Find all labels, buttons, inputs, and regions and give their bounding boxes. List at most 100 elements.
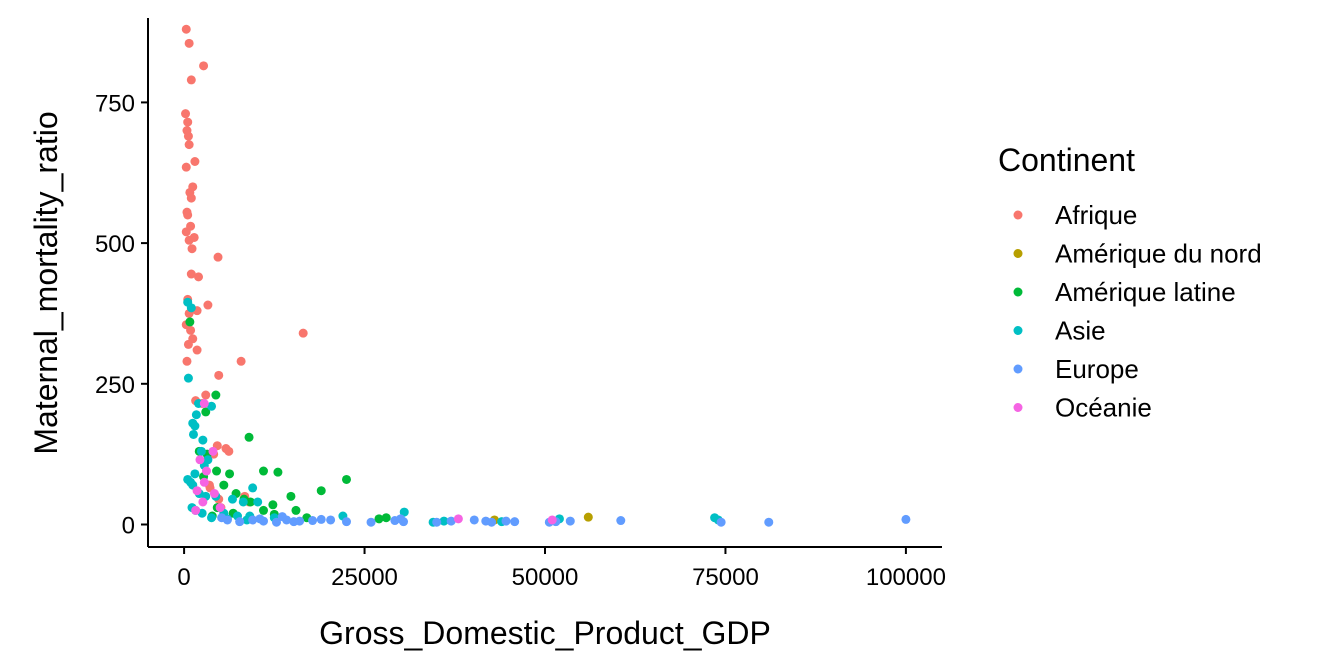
- series-3-point: [190, 421, 200, 431]
- series-0-point: [213, 252, 223, 262]
- series-0-point: [194, 272, 204, 282]
- series-0-point: [236, 356, 246, 366]
- series-0-point: [187, 244, 197, 254]
- series-5-point: [209, 489, 219, 499]
- series-0-point: [186, 75, 196, 85]
- series-3-point: [238, 497, 248, 507]
- legend-label: Afrique: [1055, 200, 1137, 230]
- series-4-point: [501, 516, 511, 526]
- series-2-point: [245, 497, 255, 507]
- legend-key: [1013, 287, 1023, 297]
- y-tick-label: 250: [95, 372, 135, 399]
- series-4-point: [248, 515, 258, 525]
- series-4-point: [282, 515, 292, 525]
- series-2-point: [291, 505, 301, 515]
- series-4-point: [901, 514, 911, 524]
- series-4-point: [764, 517, 774, 527]
- series-0-point: [183, 131, 193, 141]
- x-tick-label: 0: [177, 564, 190, 591]
- series-2-point: [374, 514, 384, 524]
- x-tick-label: 75000: [692, 564, 759, 591]
- series-2-point: [201, 407, 211, 417]
- legend-items: Afrique Amérique du nord Amérique latine As…: [1013, 200, 1262, 423]
- series-2-point: [212, 466, 222, 476]
- series-0-point: [221, 444, 231, 454]
- legend-key: [1013, 364, 1023, 374]
- legend-key: [1013, 326, 1023, 335]
- y-axis-title: Maternal_mortality_ratio: [28, 111, 64, 454]
- series-2-point: [211, 390, 221, 400]
- series-5-point: [198, 497, 208, 507]
- series-5-point: [192, 486, 202, 496]
- legend-title: Continent: [998, 142, 1135, 178]
- series-3-point: [198, 435, 208, 445]
- series-4-point: [565, 516, 575, 526]
- y-tick-label: 500: [95, 231, 135, 258]
- series-2-point: [225, 469, 235, 479]
- series-2-point: [244, 432, 254, 442]
- series-4-point: [271, 517, 281, 527]
- series-0-point: [203, 300, 213, 310]
- series-4-point: [326, 515, 336, 525]
- series-0-point: [186, 193, 196, 203]
- series-1-point: [583, 512, 593, 522]
- legend-label: Asie: [1055, 316, 1106, 346]
- series-4-point: [217, 513, 227, 523]
- series-4-point: [510, 517, 520, 527]
- series-4-point: [469, 515, 479, 525]
- series-2-point: [258, 505, 268, 515]
- series-0-point: [183, 210, 193, 220]
- series-5-point: [547, 515, 557, 525]
- series-3-point: [253, 497, 263, 507]
- legend-label: Europe: [1055, 354, 1139, 384]
- series-0-point: [181, 109, 191, 119]
- series-3-point: [196, 446, 206, 456]
- series-0-point: [201, 390, 211, 400]
- series-2-point: [273, 467, 283, 477]
- series-5-point: [195, 455, 205, 465]
- series-2-point: [268, 500, 278, 510]
- series-4-point: [446, 516, 456, 526]
- series-0-point: [183, 117, 193, 127]
- series-4-point: [295, 516, 305, 526]
- series-3-point: [248, 483, 258, 493]
- x-tick-label: 100000: [866, 564, 946, 591]
- series-4-point: [342, 517, 351, 527]
- series-0-point: [182, 356, 192, 366]
- series-2-point: [316, 486, 326, 496]
- series-0-point: [181, 162, 191, 172]
- x-tick-label: 25000: [331, 564, 398, 591]
- series-4-point: [616, 516, 626, 526]
- series-2-point: [185, 317, 195, 327]
- series-3-point: [439, 516, 449, 526]
- series-2-point: [342, 474, 351, 484]
- axes-layer: [147, 18, 942, 548]
- series-3-point: [207, 513, 217, 523]
- series-4-point: [432, 517, 442, 527]
- series-0-point: [214, 370, 224, 380]
- series-4-point: [716, 517, 726, 527]
- series-2-point: [286, 491, 296, 501]
- series-4-point: [235, 517, 245, 527]
- ticks-layer: 0 25000 50000 75000 100000 0 250 500 750: [95, 90, 946, 591]
- series-5-point: [201, 466, 211, 476]
- y-tick-label: 0: [122, 512, 135, 539]
- series-5-point: [199, 398, 209, 408]
- series-0-point: [184, 38, 194, 48]
- y-tick-label: 750: [95, 90, 135, 117]
- series-5-point: [453, 514, 463, 524]
- series-4-point: [308, 516, 318, 526]
- series-5-point: [215, 503, 225, 513]
- series-4-point: [487, 517, 497, 527]
- series-2-point: [219, 480, 229, 490]
- series-3-point: [207, 401, 217, 411]
- series-5-point: [191, 505, 201, 515]
- series-4-point: [366, 517, 376, 527]
- legend-key: [1013, 249, 1023, 258]
- series-3-point: [183, 373, 193, 383]
- series-0-point: [192, 345, 202, 355]
- series-5-point: [199, 477, 209, 487]
- series-4-point: [258, 516, 268, 526]
- series-0-point: [183, 339, 193, 349]
